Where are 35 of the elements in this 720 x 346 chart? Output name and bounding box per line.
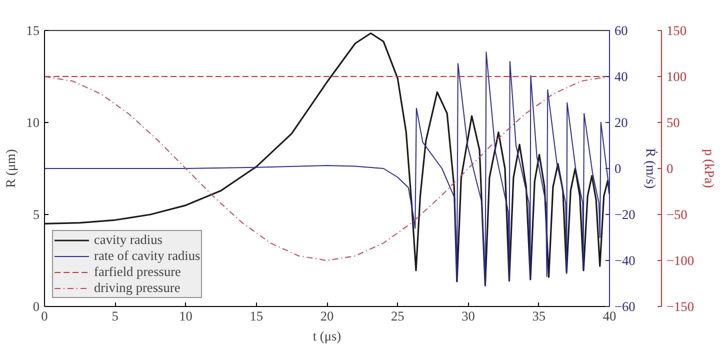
y-tick-label: 0: [32, 299, 40, 314]
x-axis-title: t (μs): [312, 328, 342, 344]
x-tick-label: 20: [320, 308, 334, 324]
legend-label: cavity radius: [94, 232, 162, 248]
y2-tick-label: 0: [614, 161, 622, 176]
y2-tick-label: 60: [614, 23, 628, 38]
y3-tick-label: 50: [666, 115, 680, 130]
y2-tick-label: −20: [614, 207, 636, 222]
x-tick-label: 30: [462, 308, 476, 324]
y2-tick-label: 20: [614, 115, 628, 130]
y2-tick-label: 40: [614, 69, 628, 84]
y2-tick-label: −60: [614, 299, 636, 314]
x-tick-label: 35: [532, 308, 546, 324]
x-tick-label: 15: [250, 308, 264, 324]
legend-label: farfield pressure: [94, 264, 181, 280]
x-tick-label: 40: [602, 308, 616, 324]
y3-tick-label: 100: [666, 69, 687, 84]
y3-tick-label: 150: [666, 23, 687, 38]
y-axis-title: R (μm): [3, 149, 18, 188]
y3-tick-label: −100: [666, 253, 694, 268]
y3-axis-title: p (kPa): [702, 149, 718, 188]
y-tick-label: 10: [26, 115, 40, 130]
x-tick-label: 25: [390, 308, 405, 324]
x-tick-label: 10: [179, 308, 193, 324]
y2-tick-label: −40: [614, 253, 636, 268]
y-tick-label: 5: [32, 207, 40, 222]
y3-tick-label: −50: [666, 207, 688, 222]
y-tick-label: 15: [26, 23, 40, 38]
legend-label: driving pressure: [94, 280, 180, 296]
x-tick-label: 5: [112, 308, 119, 324]
y3-tick-label: −150: [666, 299, 694, 314]
y2-axis-title: Ṙ (m/s): [643, 148, 658, 189]
legend-label: rate of cavity radius: [94, 248, 200, 264]
line-series: [44, 76, 610, 261]
y3-tick-label: 0: [666, 161, 674, 176]
